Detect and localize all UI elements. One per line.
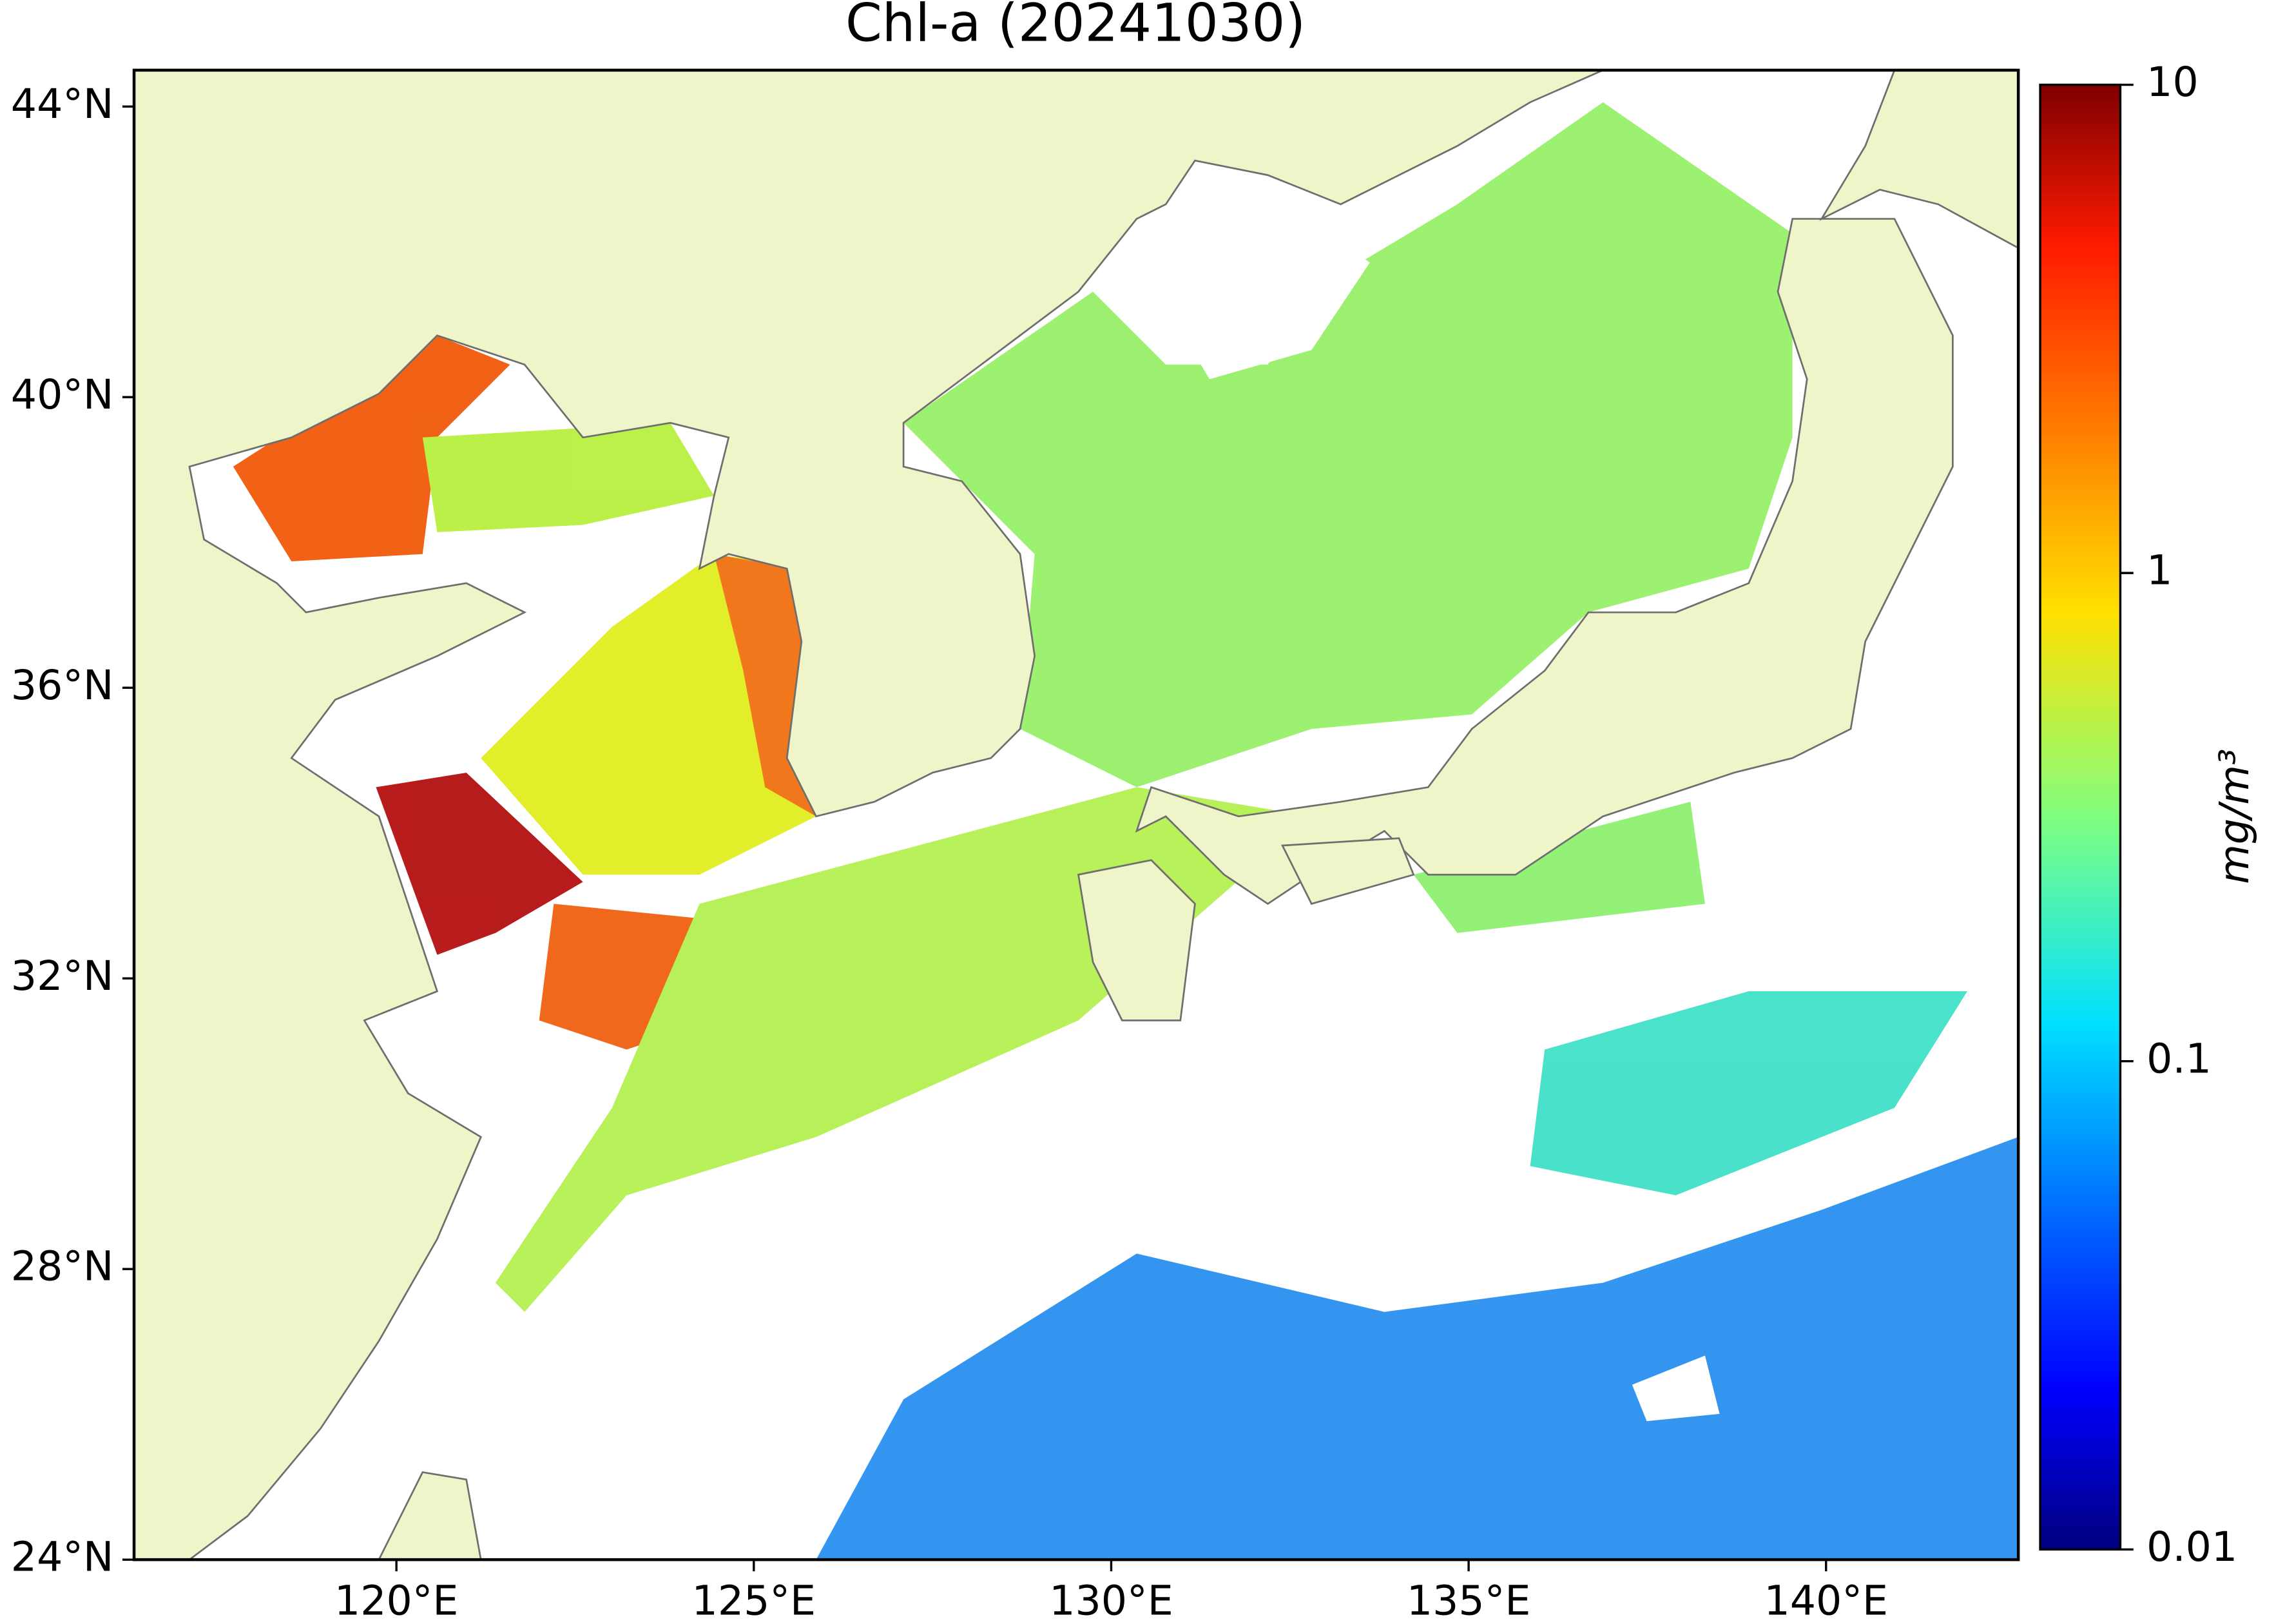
y-tick-label: 28°N (11, 1242, 114, 1290)
x-tick-label: 130°E (1049, 1577, 1173, 1624)
chl-patch (233, 335, 510, 562)
honshu (1135, 218, 1954, 905)
hokkaido (1819, 70, 2019, 249)
y-tick-label: 32°N (11, 952, 114, 1000)
y-tick-label: 44°N (11, 80, 114, 128)
map-layer (134, 70, 2019, 1560)
plot-frame (132, 68, 2020, 1561)
y-tick-label: 36°N (11, 661, 114, 709)
colorbar (2039, 83, 2122, 1551)
kyushu (1077, 859, 1196, 1021)
x-tick-label: 120°E (334, 1577, 459, 1624)
mainland (134, 70, 1604, 1560)
colorbar-tick-label: 1 (2146, 546, 2172, 594)
chl-patch (481, 554, 816, 875)
x-tick-label: 135°E (1407, 1577, 1531, 1624)
y-tick-label: 24°N (11, 1533, 114, 1581)
chl-patch (903, 102, 1793, 788)
y-tick-label: 40°N (11, 371, 114, 418)
chl-patch (1530, 991, 1967, 1195)
colorbar-tick-label: 10 (2146, 58, 2199, 106)
colorbar-label: mg/m³ (2210, 749, 2258, 884)
cloud-gap (1632, 1355, 1720, 1422)
chart-title: Chl-a (20241030) (845, 0, 1306, 54)
chl-patch (422, 423, 715, 532)
x-tick-label: 140°E (1764, 1577, 1888, 1624)
cloud-gap (1136, 160, 1370, 380)
chl-patch (376, 772, 583, 955)
land (134, 70, 2019, 1560)
taiwan (378, 1471, 482, 1560)
shikoku (1280, 837, 1415, 905)
chl-patch (1413, 802, 1705, 933)
colorbar-tick-label: 0.01 (2146, 1523, 2237, 1571)
colorbar-tick-label: 0.1 (2146, 1034, 2212, 1082)
x-tick-label: 125°E (692, 1577, 816, 1624)
chl-patch (816, 1137, 2019, 1560)
